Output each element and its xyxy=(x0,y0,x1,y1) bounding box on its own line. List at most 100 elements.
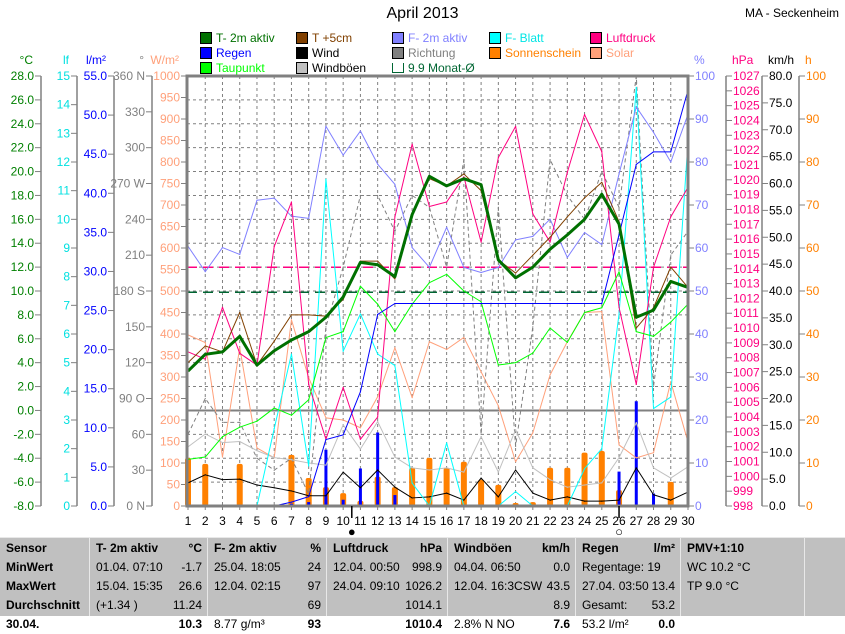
legend-label: T +5cm xyxy=(312,31,353,45)
tick-label-leaf: 11 xyxy=(58,184,71,198)
tick-label-solar: 950 xyxy=(160,91,180,105)
tick-label-leaf: 8 xyxy=(63,270,70,284)
data-point xyxy=(635,163,637,165)
tick-label-press: 1001 xyxy=(733,455,760,469)
data-point xyxy=(670,381,672,383)
data-point xyxy=(549,499,551,501)
x-tick-label: 20 xyxy=(509,514,523,528)
data-point xyxy=(325,417,327,419)
data-point xyxy=(359,285,362,287)
stats-cell-value: °C xyxy=(188,541,202,555)
data-point xyxy=(635,467,637,469)
data-point xyxy=(394,276,396,278)
data-point xyxy=(446,302,448,305)
bar-sonnenschein xyxy=(443,467,450,506)
data-point xyxy=(239,352,241,354)
tick-label-sun: 80 xyxy=(806,155,820,169)
data-point xyxy=(342,424,344,426)
data-point xyxy=(342,434,344,436)
data-point xyxy=(652,309,655,311)
data-point xyxy=(652,335,655,337)
data-point xyxy=(359,391,362,393)
data-point xyxy=(239,478,241,480)
tick-label-press: 1022 xyxy=(733,143,760,157)
data-point xyxy=(480,271,482,274)
stats-cell-value: 97 xyxy=(307,579,321,593)
data-point xyxy=(342,386,344,388)
tick-label-rain: 40.0 xyxy=(84,186,108,200)
data-point xyxy=(549,302,551,305)
data-point xyxy=(394,278,396,280)
data-point xyxy=(239,347,241,349)
stats-row: PMV+1:10 xyxy=(683,539,802,558)
stats-row: 27.04. 03:50 13.4 xyxy=(578,577,678,596)
data-point xyxy=(342,419,344,421)
data-point xyxy=(204,433,206,435)
tick-label-solar: 50 xyxy=(167,478,181,492)
data-point xyxy=(480,433,482,435)
tick-label-press: 1004 xyxy=(733,410,760,424)
stats-cell-value: 8.9 xyxy=(553,598,570,612)
legend-swatch xyxy=(296,62,308,74)
tick-label-wind: 40.0 xyxy=(769,284,793,298)
data-point xyxy=(618,234,620,236)
data-point xyxy=(514,491,517,493)
data-point xyxy=(583,197,586,199)
data-point xyxy=(394,331,396,333)
stats-row: Regentage: 19 xyxy=(578,558,678,577)
x-tick-label: 22 xyxy=(543,514,557,528)
tick-label-press: 1002 xyxy=(733,440,760,454)
tick-label-wind: 30.0 xyxy=(769,338,793,352)
tick-label-press: 1011 xyxy=(733,306,759,320)
tick-label-press: 1021 xyxy=(733,158,760,172)
data-point xyxy=(463,173,465,175)
tick-label-solar: 250 xyxy=(160,392,180,406)
tick-label-sun: 60 xyxy=(806,241,820,255)
stats-row: TP 9.0 °C xyxy=(683,577,802,596)
tick-label-temp: -8.0 xyxy=(13,499,34,513)
stats-cell-value: 11.24 xyxy=(172,598,202,612)
data-point xyxy=(497,496,499,498)
data-point xyxy=(308,496,310,498)
data-point xyxy=(583,218,586,220)
legend-label: Solar xyxy=(606,46,635,60)
x-tick-label: 29 xyxy=(664,514,678,528)
legend-item: Richtung xyxy=(392,46,455,60)
tick-label-dir: 0 N xyxy=(126,499,145,513)
stats-row: MinWert xyxy=(2,558,87,577)
x-tick-label: 30 xyxy=(681,514,695,528)
axis-unit-rain: l/m² xyxy=(86,53,106,67)
tick-label-temp: -6.0 xyxy=(13,475,34,489)
stats-cell-label: Windböen xyxy=(454,541,512,555)
data-point xyxy=(514,461,517,463)
data-point xyxy=(308,314,310,316)
series-windb-en xyxy=(187,421,689,488)
data-point xyxy=(670,396,672,398)
stats-cell-label: WC 10.2 °C xyxy=(687,560,751,574)
data-point xyxy=(670,151,672,153)
tick-label-leaf: 4 xyxy=(63,384,70,398)
data-point xyxy=(532,432,534,434)
data-point xyxy=(325,326,327,328)
tick-label-wind: 15.0 xyxy=(769,418,793,432)
data-point xyxy=(239,426,241,428)
data-point xyxy=(342,331,344,333)
data-point xyxy=(394,302,396,305)
tick-label-press: 1023 xyxy=(733,128,760,142)
tick-label-wind: 65.0 xyxy=(769,150,793,164)
tick-label-hum: 20 xyxy=(695,413,709,427)
bar-sonnenschein xyxy=(288,454,295,506)
data-point xyxy=(497,471,499,473)
tick-label-wind: 60.0 xyxy=(769,177,793,191)
chart-title: April 2013 xyxy=(386,5,459,22)
data-point xyxy=(377,303,379,305)
data-point xyxy=(308,465,310,467)
tick-label-press: 1005 xyxy=(733,395,760,409)
legend-swatch xyxy=(392,32,404,44)
stats-cell-label: 15.04. 15:35 xyxy=(96,579,163,593)
data-point xyxy=(480,241,482,243)
data-point xyxy=(428,206,430,208)
legend-swatch xyxy=(296,32,308,44)
data-point xyxy=(463,499,465,501)
stats-cell-label: Sensor xyxy=(6,541,47,555)
